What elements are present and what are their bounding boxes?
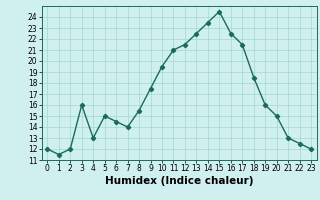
X-axis label: Humidex (Indice chaleur): Humidex (Indice chaleur) (105, 176, 253, 186)
